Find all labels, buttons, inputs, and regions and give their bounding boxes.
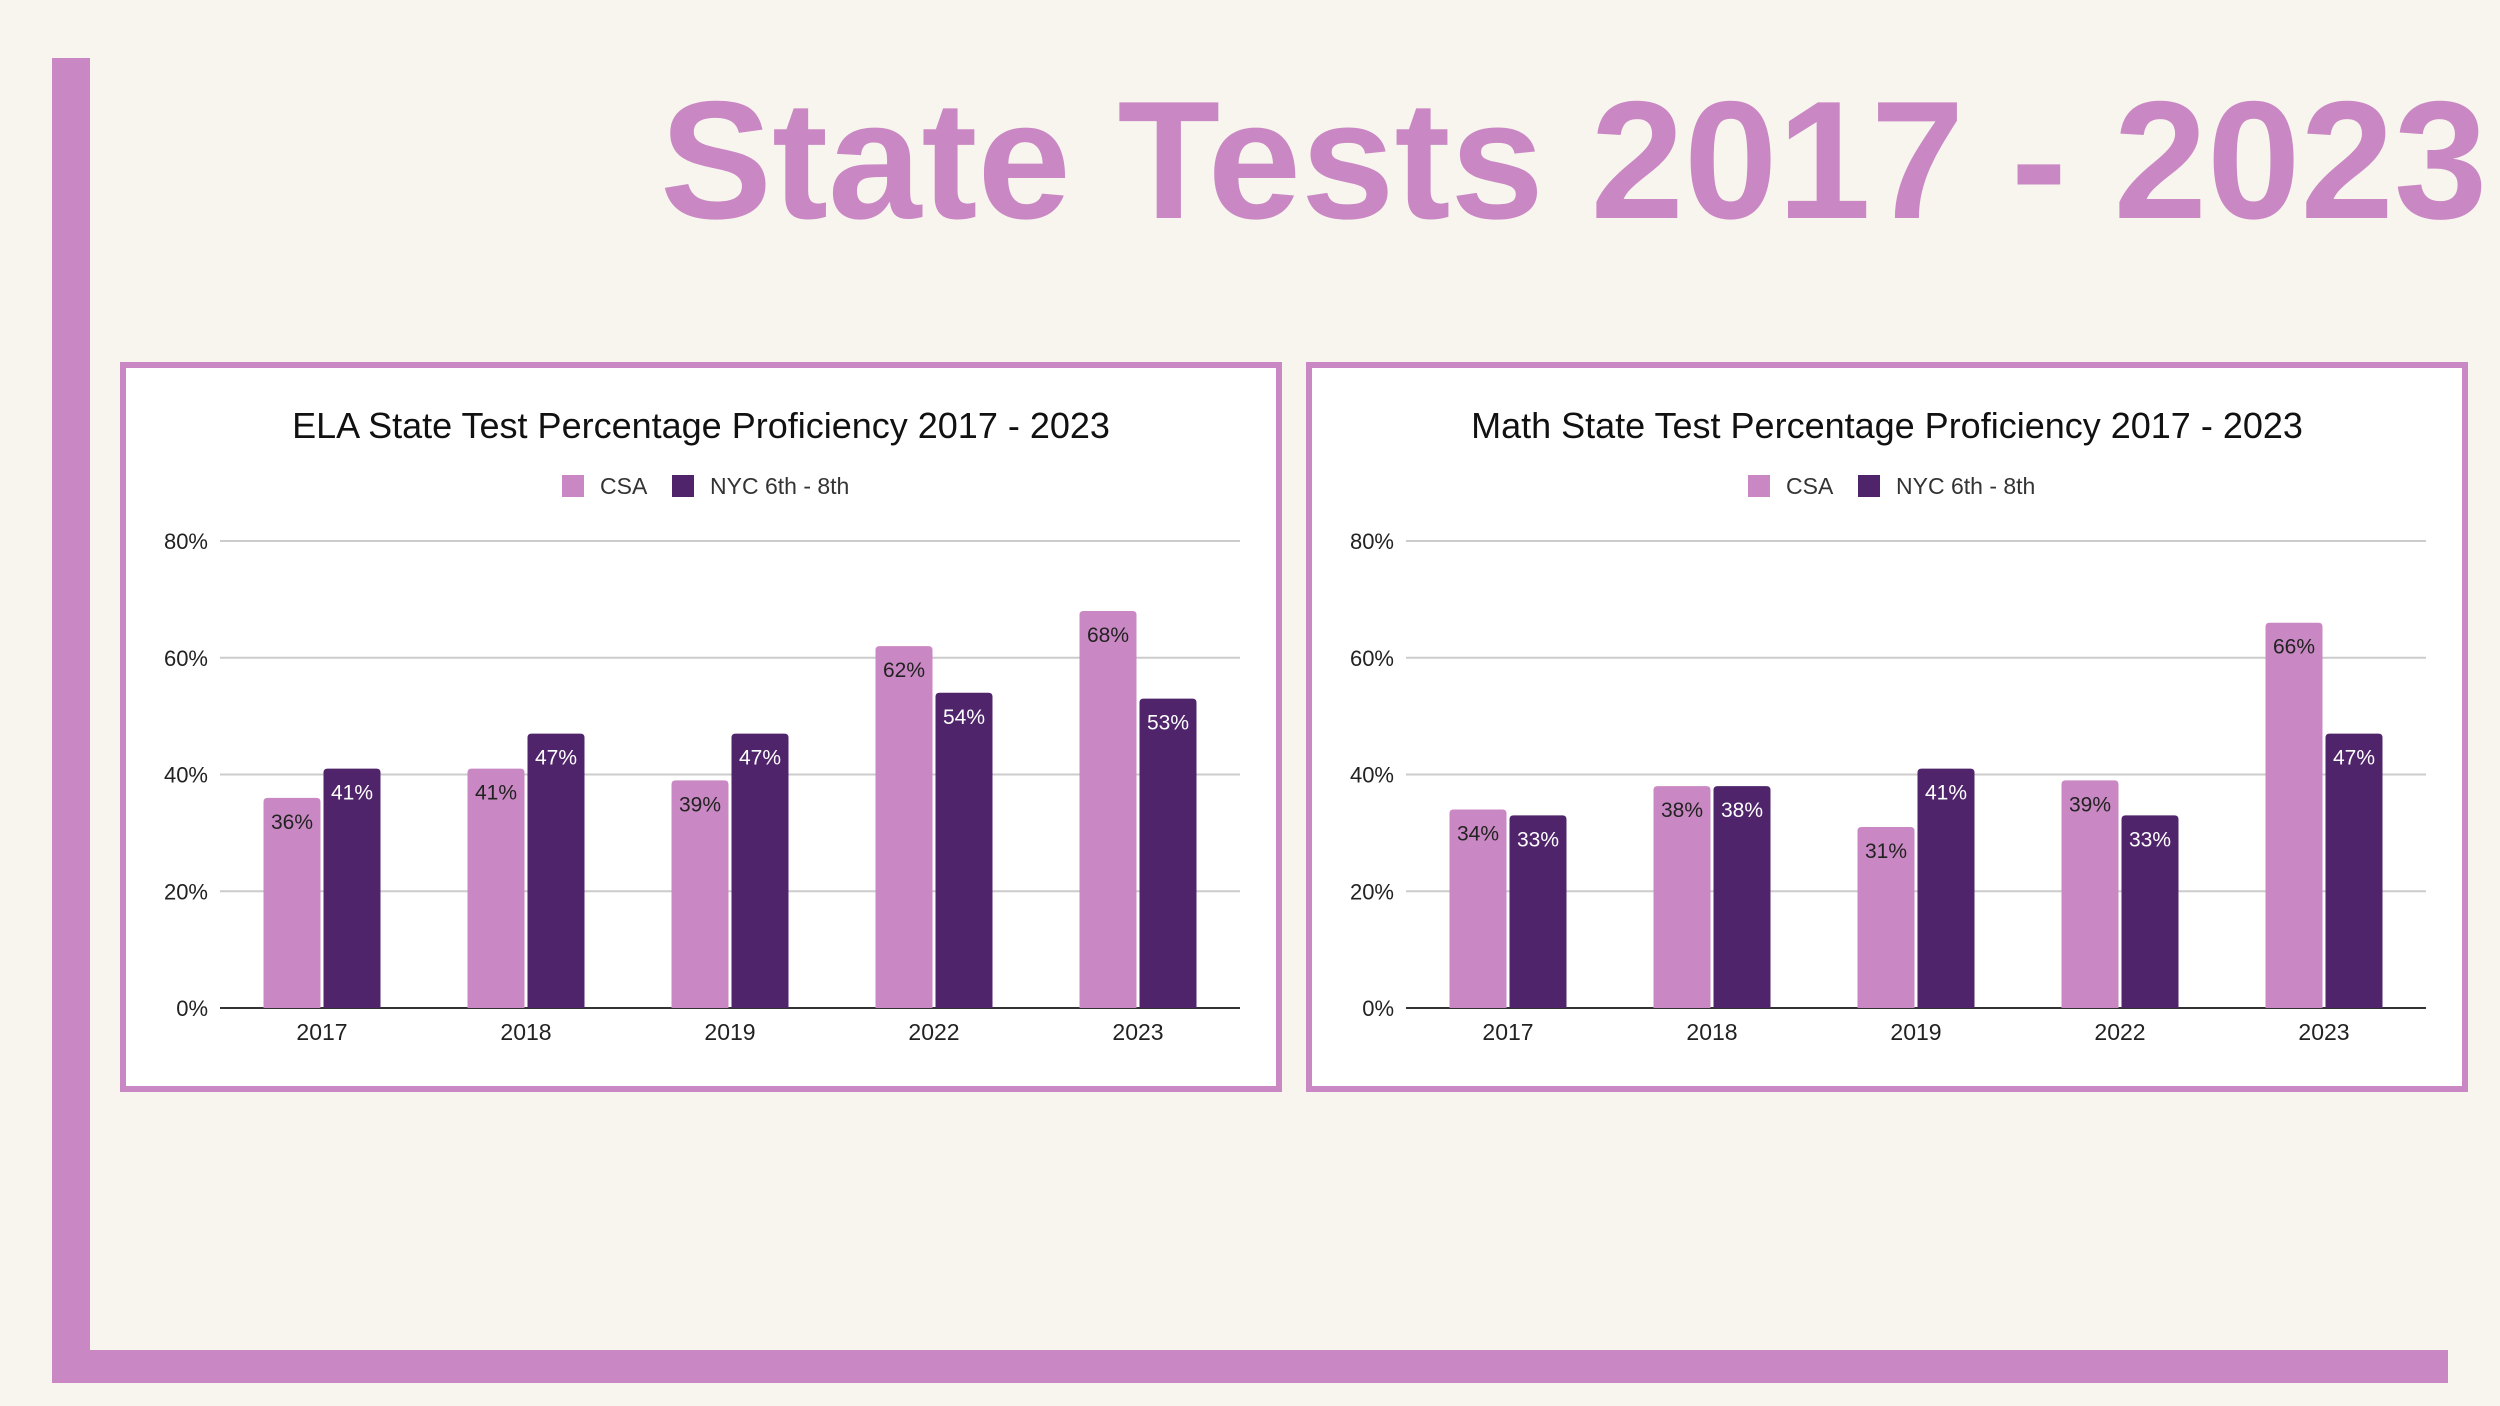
data-label-csa-2022: 62%: [883, 659, 925, 682]
data-label-csa-2022: 39%: [2069, 793, 2111, 816]
y-tick-label: 20%: [1350, 879, 1394, 904]
bar-nyc-2023: [1139, 698, 1197, 1008]
bar-csa-2022: [875, 646, 933, 1008]
data-label-csa-2017: 36%: [271, 811, 313, 834]
data-label-csa-2019: 31%: [1865, 840, 1907, 863]
chart-title: ELA State Test Percentage Proficiency 20…: [292, 405, 1110, 446]
bar-csa-2019: [1857, 827, 1915, 1008]
y-tick-label: 0%: [176, 996, 208, 1021]
legend-label-csa: CSA: [1786, 473, 1834, 499]
data-label-nyc-2017: 41%: [331, 782, 373, 805]
legend-swatch-csa: [562, 475, 584, 497]
bar-nyc-2022: [935, 692, 993, 1008]
bar-csa-2017: [263, 797, 321, 1008]
y-tick-label: 80%: [164, 529, 208, 554]
data-label-nyc-2018: 38%: [1721, 799, 1763, 822]
legend-swatch-csa: [1748, 475, 1770, 497]
legend-swatch-nyc: [1858, 475, 1880, 497]
bar-csa-2018: [467, 768, 525, 1008]
bar-nyc-2018: [1713, 786, 1771, 1008]
x-tick-label: 2019: [1890, 1019, 1941, 1045]
data-label-csa-2018: 38%: [1661, 799, 1703, 822]
bar-nyc-2019: [1917, 768, 1975, 1008]
y-tick-label: 80%: [1350, 529, 1394, 554]
legend-label-nyc: NYC 6th - 8th: [710, 473, 849, 499]
chart-title: Math State Test Percentage Proficiency 2…: [1471, 405, 2303, 446]
legend-label-csa: CSA: [600, 473, 648, 499]
data-label-nyc-2022: 54%: [943, 706, 985, 729]
data-label-csa-2017: 34%: [1457, 823, 1499, 846]
bar-nyc-2018: [527, 733, 585, 1008]
bar-csa-2017: [1449, 809, 1507, 1008]
bar-nyc-2022: [2121, 815, 2179, 1008]
data-label-nyc-2022: 33%: [2129, 828, 2171, 851]
x-tick-label: 2019: [704, 1019, 755, 1045]
y-tick-label: 40%: [164, 763, 208, 788]
data-label-csa-2019: 39%: [679, 793, 721, 816]
x-tick-label: 2017: [296, 1019, 347, 1045]
bar-nyc-2023: [2325, 733, 2383, 1008]
math-chart-card: Math State Test Percentage Proficiency 2…: [1306, 362, 2468, 1092]
data-label-nyc-2023: 47%: [2333, 747, 2375, 770]
bar-nyc-2017: [1509, 815, 1567, 1008]
y-tick-label: 40%: [1350, 763, 1394, 788]
bar-csa-2023: [2265, 622, 2323, 1008]
bar-csa-2022: [2061, 780, 2119, 1008]
page-title: State Tests 2017 - 2023: [660, 66, 2488, 254]
bar-csa-2023: [1079, 611, 1137, 1008]
x-tick-label: 2018: [1686, 1019, 1737, 1045]
bar-csa-2019: [671, 780, 729, 1008]
accent-bar-bottom: [52, 1350, 2448, 1383]
data-label-nyc-2019: 41%: [1925, 782, 1967, 805]
bar-nyc-2019: [731, 733, 789, 1008]
data-label-nyc-2018: 47%: [535, 747, 577, 770]
math-chart: Math State Test Percentage Proficiency 2…: [1350, 405, 2426, 1045]
bar-csa-2018: [1653, 786, 1711, 1008]
legend-swatch-nyc: [672, 475, 694, 497]
data-label-csa-2023: 66%: [2273, 636, 2315, 659]
x-tick-label: 2023: [2298, 1019, 2349, 1045]
x-tick-label: 2023: [1112, 1019, 1163, 1045]
y-tick-label: 20%: [164, 879, 208, 904]
ela-chart: ELA State Test Percentage Proficiency 20…: [164, 405, 1240, 1045]
accent-bar-left: [52, 58, 90, 1383]
data-label-csa-2023: 68%: [1087, 624, 1129, 647]
ela-chart-card: ELA State Test Percentage Proficiency 20…: [120, 362, 1282, 1092]
data-label-csa-2018: 41%: [475, 782, 517, 805]
x-tick-label: 2018: [500, 1019, 551, 1045]
data-label-nyc-2017: 33%: [1517, 828, 1559, 851]
y-tick-label: 60%: [1350, 646, 1394, 671]
data-label-nyc-2023: 53%: [1147, 712, 1189, 735]
x-tick-label: 2022: [2094, 1019, 2145, 1045]
x-tick-label: 2017: [1482, 1019, 1533, 1045]
legend-label-nyc: NYC 6th - 8th: [1896, 473, 2035, 499]
x-tick-label: 2022: [908, 1019, 959, 1045]
y-tick-label: 60%: [164, 646, 208, 671]
data-label-nyc-2019: 47%: [739, 747, 781, 770]
y-tick-label: 0%: [1362, 996, 1394, 1021]
bar-nyc-2017: [323, 768, 381, 1008]
